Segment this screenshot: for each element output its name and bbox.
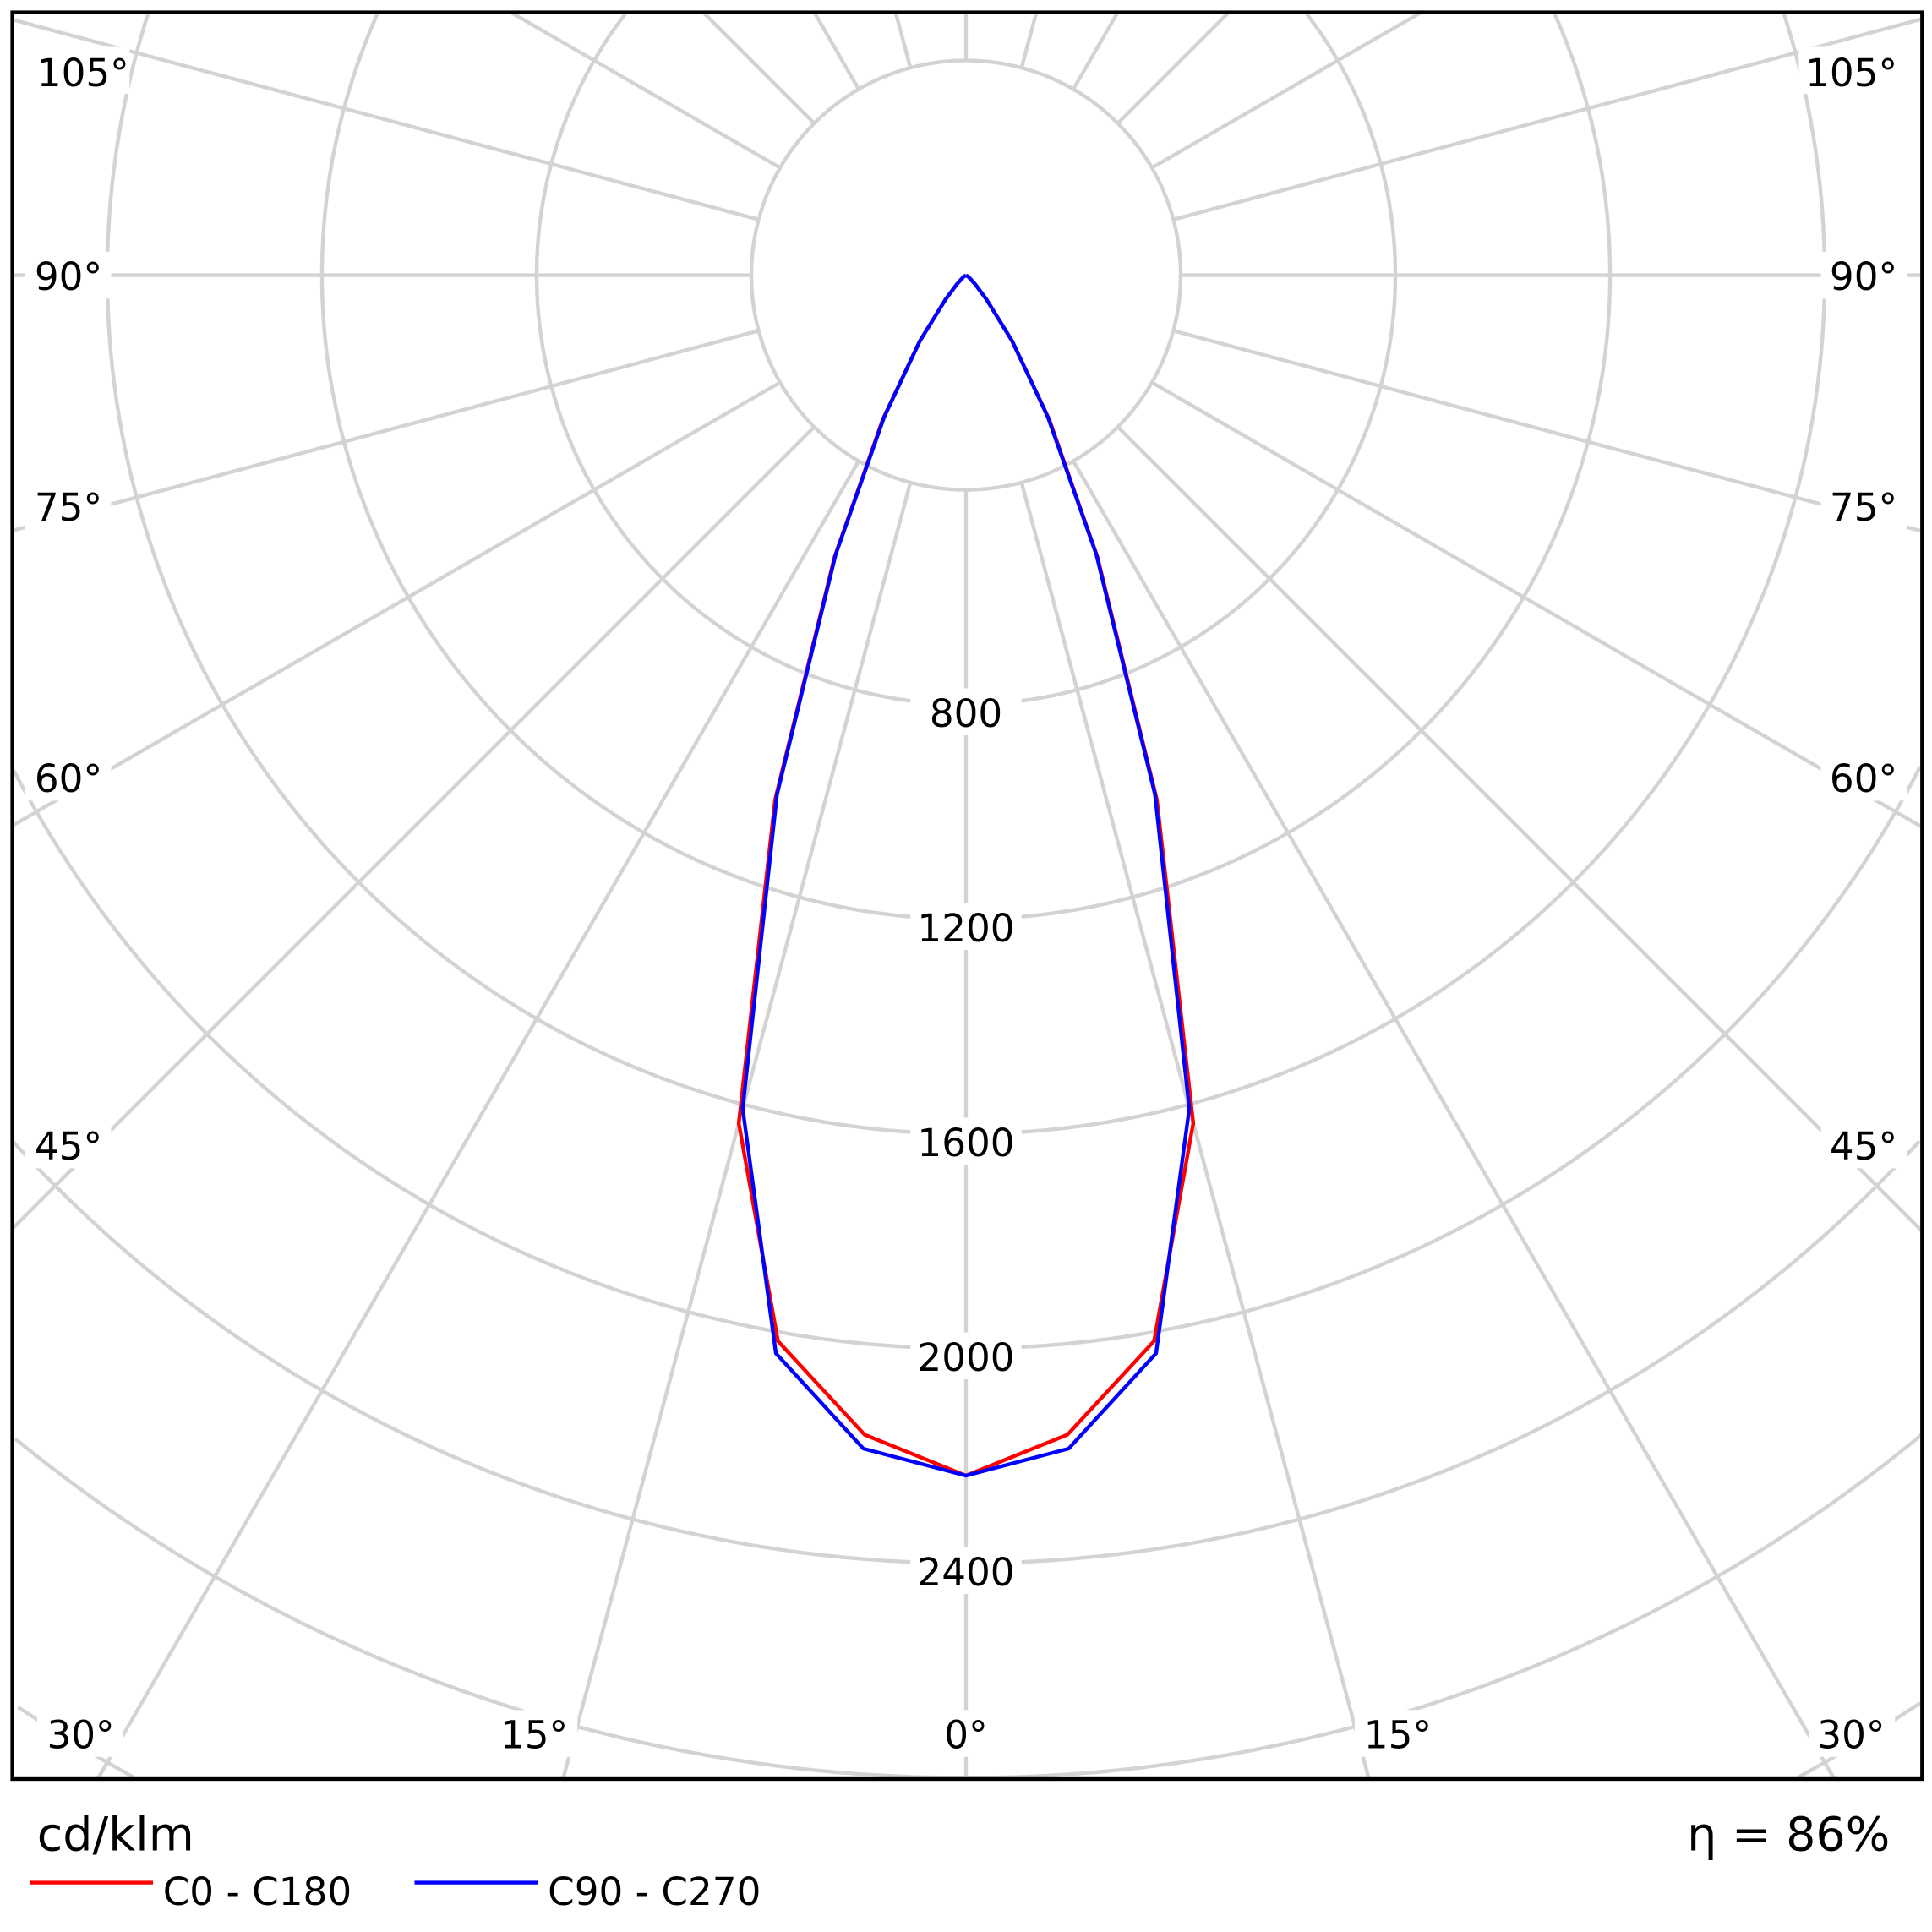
grid-spoke [701, 11, 816, 125]
angle-label-left-30: 30° [46, 1712, 114, 1757]
grid-ring [966, 1433, 1924, 1780]
radial-tick-label: 800 [930, 691, 1002, 736]
curves [736, 273, 1196, 1478]
legend-label-c90-c270: C90 - C270 [548, 1869, 761, 1914]
grid-spoke [1172, 17, 1923, 221]
polar-grid [11, 10, 1924, 1781]
grid-ring [11, 1139, 966, 1565]
grid-spoke [812, 11, 860, 90]
legend: C0 - C180 C90 - C270 [30, 1869, 761, 1914]
radial-tick-label: 2000 [917, 1335, 1014, 1380]
grid-ring [966, 13, 1398, 707]
angle-label-right-30: 30° [1817, 1712, 1885, 1757]
angle-label-left-15: 15° [500, 1712, 568, 1757]
angle-label-0: 0° [944, 1712, 987, 1757]
series-line-c90-c270 [740, 273, 1192, 1478]
radial-tick: 1200 [910, 903, 1022, 951]
angle-label-right-60: 60° [1830, 756, 1897, 801]
grid-spoke [12, 329, 760, 532]
grid-spoke [1172, 329, 1923, 533]
angle-label-right-90: 90° [1830, 254, 1897, 299]
grid-spoke [96, 460, 860, 1781]
grid-ring [534, 13, 966, 707]
grid-spoke [561, 482, 913, 1780]
grid-ring [12, 769, 966, 1351]
grid-spoke [1116, 11, 1231, 125]
legend-label-c0-c180: C0 - C180 [163, 1869, 352, 1914]
grid-ring [105, 13, 966, 1136]
angle-label-left-90: 90° [35, 254, 102, 299]
angle-label-left-75: 75° [35, 485, 102, 530]
radial-tick: 800 [910, 688, 1022, 736]
grid-spoke [1072, 460, 1836, 1781]
grid-spoke [1116, 425, 1924, 1233]
angle-label-left-105: 105° [37, 51, 129, 96]
plot-frame [10, 10, 1924, 1782]
angle-label-right-105: 105° [1805, 51, 1897, 96]
grid-spoke [1150, 10, 1422, 170]
grid-ring [319, 12, 966, 921]
angle-label-right-75: 75° [1830, 485, 1897, 530]
radial-tick: 2000 [910, 1332, 1022, 1380]
angle-label-right-45: 45° [1830, 1124, 1897, 1169]
angle-label-left-60: 60° [35, 756, 102, 801]
grid-ring [966, 13, 1827, 1136]
radial-tick-label: 2400 [917, 1550, 1014, 1595]
angle-label-left-45: 45° [35, 1124, 102, 1169]
angle-labels: 105° 90° 75° 60° 45° 30° 15° 0° 15° 30° … [25, 46, 1907, 1757]
grid-spoke [1019, 12, 1039, 68]
grid-ring [966, 766, 1922, 1351]
grid-spoke [1150, 380, 1924, 829]
radial-tick-label: 1200 [917, 906, 1014, 951]
radial-tick: 1600 [910, 1117, 1022, 1165]
angle-label-right-15: 15° [1364, 1712, 1432, 1757]
efficiency-label: η = 86% [1687, 1809, 1890, 1863]
radial-tick: 2400 [910, 1547, 1022, 1595]
grid-spoke [12, 18, 760, 221]
grid-spoke [11, 380, 782, 827]
grid-ring [966, 12, 1613, 921]
grid-spoke [1019, 482, 1371, 1780]
radial-tick-labels: 800 1200 1600 2000 2400 [910, 688, 1022, 1595]
grid-ring [14, 1437, 966, 1780]
grid-spoke [510, 10, 782, 170]
grid-spoke [11, 425, 816, 1231]
unit-label: cd/klm [37, 1809, 194, 1863]
grid-spoke [893, 12, 913, 68]
grid-spoke [1072, 11, 1120, 90]
grid-ring [966, 1139, 1921, 1565]
radial-tick-label: 1600 [917, 1121, 1014, 1165]
